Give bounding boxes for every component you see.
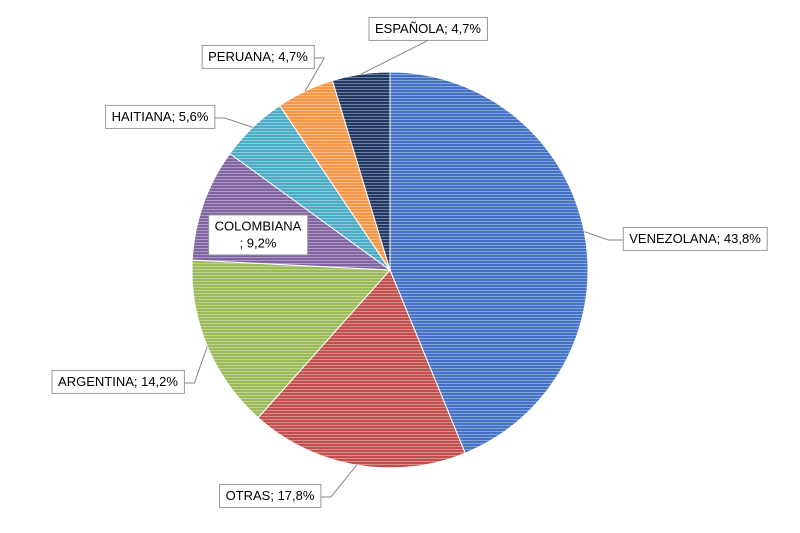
label-box (368, 16, 488, 41)
data-label-group: OTRAS; 17,8% (219, 483, 322, 508)
data-label-line: COLOMBIANA (215, 219, 302, 234)
data-label: OTRAS; 17,8% (226, 488, 315, 503)
data-label: HAITIANA; 5,6% (112, 109, 209, 124)
data-label: PERUANA; 4,7% (208, 49, 308, 64)
leader-line (360, 39, 429, 75)
leader-line (320, 464, 357, 498)
data-label-group: HAITIANA; 5,6% (105, 104, 216, 129)
data-label-group: VENEZOLANA; 43,8% (622, 226, 768, 251)
data-label-line: VENEZOLANA; 43,8% (629, 231, 761, 246)
data-label-line: ARGENTINA; 14,2% (58, 374, 178, 389)
data-label-line: PERUANA; 4,7% (208, 49, 308, 64)
label-box (219, 483, 322, 508)
leader-line (184, 346, 208, 384)
data-label-line: ; 9,2% (240, 236, 277, 251)
label-box (105, 104, 216, 129)
data-label-line: HAITIANA; 5,6% (112, 109, 209, 124)
label-box (208, 214, 309, 256)
data-label: VENEZOLANA; 43,8% (629, 231, 761, 246)
data-label-group: PERUANA; 4,7% (201, 44, 315, 69)
leader-line (304, 57, 326, 92)
leader-line (214, 117, 253, 128)
data-label-group: ARGENTINA; 14,2% (51, 369, 185, 394)
label-box (201, 44, 315, 69)
leader-line (584, 231, 624, 241)
data-label: COLOMBIANA ; 9,2% (215, 219, 302, 251)
label-box (622, 226, 768, 251)
data-label-group: ESPAÑOLA; 4,7% (368, 16, 488, 41)
data-label-line: ESPAÑOLA; 4,7% (375, 21, 481, 36)
data-label: ARGENTINA; 14,2% (58, 374, 178, 389)
data-label: ESPAÑOLA; 4,7% (375, 21, 481, 36)
data-label-group: COLOMBIANA ; 9,2% (208, 214, 309, 256)
label-box (51, 369, 185, 394)
data-label-line: OTRAS; 17,8% (226, 488, 315, 503)
